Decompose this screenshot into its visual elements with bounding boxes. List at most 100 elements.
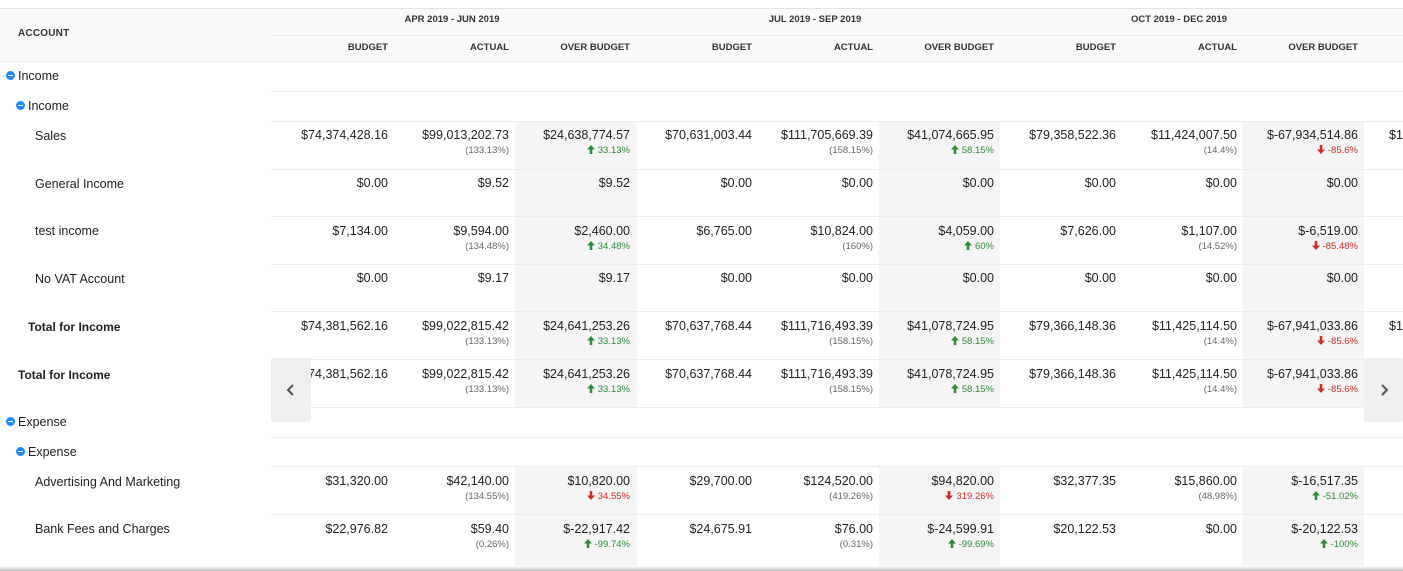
group-toggle-expense[interactable]: Expense — [6, 415, 67, 429]
variance-down: -85.48% — [1240, 241, 1358, 252]
cell-percent: (158.15%) — [829, 145, 873, 156]
grid-cell: $24,638,774.57 33.13% — [512, 128, 630, 156]
grid-cell: $11,425,114.50 (14.4%) — [1119, 319, 1237, 347]
scroll-prev-button[interactable] — [271, 358, 311, 422]
grid-cell: $1,107.00 (14.52%) — [1119, 224, 1237, 252]
cell-value: $74,374,428.16 — [301, 128, 388, 142]
cell-value: $42,140.00 — [446, 474, 509, 488]
grid-cell: $0.00 — [998, 176, 1116, 190]
scroll-next-button[interactable] — [1364, 358, 1403, 422]
subgroup-toggle-income[interactable]: Income — [16, 99, 69, 113]
cell-percent: (48.98%) — [1198, 491, 1237, 502]
collapse-minus-icon[interactable] — [6, 71, 15, 80]
account-link-test-income[interactable]: test income — [35, 224, 99, 238]
grid-cell: $-67,941,033.86 -85.6% — [1240, 367, 1358, 395]
grid-cell: $-16,517.35 -51.02% — [1240, 474, 1358, 502]
collapse-minus-icon[interactable] — [6, 417, 15, 426]
row-divider — [271, 407, 1403, 408]
cell-value: $0.00 — [962, 271, 994, 285]
account-header-label: ACCOUNT — [18, 28, 70, 39]
grid-cell: $0.00 — [876, 176, 994, 190]
cell-percent: (0.26%) — [475, 539, 509, 550]
over-budget-column-shade — [879, 122, 1000, 408]
grid-cell: $9.52 — [391, 176, 509, 190]
cell-value: $11,425,114.50 — [1151, 367, 1237, 381]
cell-value: $0.00 — [962, 176, 994, 190]
grid-cell: $-24,599.91 -99.69% — [876, 522, 994, 550]
grid-cell: $-20,122.53 -100% — [1240, 522, 1358, 550]
cell-value: $70,637,768.44 — [665, 367, 752, 381]
grid-cell: $0.00 — [1119, 522, 1237, 536]
column-header-budget: BUDGET — [711, 42, 752, 53]
variance-up: -51.02% — [1240, 491, 1358, 502]
grid-cell: $0.00 — [1240, 176, 1358, 190]
top-divider — [0, 8, 1403, 9]
grid-cell: $0.00 — [755, 271, 873, 285]
grid-cell: $79,358,522.36 — [998, 128, 1116, 142]
grid-cell: $15,860.00 (48.98%) — [1119, 474, 1237, 502]
column-header-actual: ACTUAL — [833, 42, 873, 53]
variance-down: 319.26% — [876, 491, 994, 502]
cell-value: $2,460.00 — [574, 224, 630, 238]
grid-cell: $0.00 — [270, 271, 388, 285]
grid-cell: $74,381,562.16 — [270, 319, 388, 333]
account-link-bank-fees[interactable]: Bank Fees and Charges — [35, 522, 170, 536]
variance-up: 58.15% — [876, 336, 994, 347]
cell-value: $79,366,148.36 — [1029, 319, 1116, 333]
cell-percent: (14.4%) — [1203, 384, 1237, 395]
grid-cell: $7,626.00 — [998, 224, 1116, 238]
grid-cell: $0.00 — [876, 271, 994, 285]
row-divider — [271, 169, 1403, 170]
collapse-minus-icon[interactable] — [16, 101, 25, 110]
cell-value: $0.00 — [841, 176, 873, 190]
cell-value: $59.40 — [470, 522, 509, 536]
cell-percent: (133.13%) — [465, 384, 509, 395]
variance-up: 60% — [876, 241, 994, 252]
account-link-no-vat[interactable]: No VAT Account — [35, 272, 125, 286]
grid-cell: $24,641,253.26 33.13% — [512, 319, 630, 347]
collapse-minus-icon[interactable] — [16, 447, 25, 456]
group-toggle-income[interactable]: Income — [6, 69, 59, 83]
cell-value: $9.17 — [477, 271, 509, 285]
cell-value: $124,520.00 — [803, 474, 873, 488]
grid-cell: $74,374,428.16 — [270, 128, 388, 142]
cell-value: $74,381,562.16 — [301, 367, 388, 381]
account-link-general-income[interactable]: General Income — [35, 177, 124, 191]
subgroup-label: Expense — [28, 445, 77, 459]
grid-cell: $10,824.00 (160%) — [755, 224, 873, 252]
row-divider — [271, 264, 1403, 265]
grid-cell: $24,641,253.26 33.13% — [512, 367, 630, 395]
column-header-actual: ACTUAL — [1197, 42, 1237, 53]
grid-cell: $99,022,815.42 (133.13%) — [391, 367, 509, 395]
cell-value: $0.00 — [720, 176, 752, 190]
row-divider — [271, 121, 1403, 122]
variance-down: -85.6% — [1240, 384, 1358, 395]
account-link-advertising[interactable]: Advertising And Marketing — [35, 475, 181, 489]
cell-value: $29,700.00 — [689, 474, 752, 488]
cell-value: $10,824.00 — [810, 224, 873, 238]
grid-cell: $99,022,815.42 (133.13%) — [391, 319, 509, 347]
grid-cell: $0.00 — [1240, 271, 1358, 285]
chevron-right-icon — [1381, 384, 1389, 396]
bottom-shadow — [0, 566, 1403, 571]
variance-up: 33.13% — [512, 384, 630, 395]
cell-value: $0.00 — [356, 176, 388, 190]
cell-value: $41,078,724.95 — [907, 367, 994, 381]
grid-cell: $99,013,202.73 (133.13%) — [391, 128, 509, 156]
row-divider — [271, 514, 1403, 515]
subgroup-toggle-expense[interactable]: Expense — [16, 445, 77, 459]
cell-value: $9,594.00 — [453, 224, 509, 238]
grid-cell: $0.00 — [634, 271, 752, 285]
cell-value: $9.52 — [477, 176, 509, 190]
grid-cell: $24,675.91 — [634, 522, 752, 536]
cell-value: $4,059.00 — [938, 224, 994, 238]
cell-value: $0.00 — [1084, 271, 1116, 285]
account-link-sales[interactable]: Sales — [35, 129, 67, 143]
cell-percent: (158.15%) — [829, 384, 873, 395]
cell-value: $0.00 — [1205, 271, 1237, 285]
variance-up: 58.15% — [876, 384, 994, 395]
over-budget-column-shade — [879, 467, 1000, 567]
grid-cell: $-67,941,033.86 -85.6% — [1240, 319, 1358, 347]
cell-value: $7,626.00 — [1060, 224, 1116, 238]
total-label: Total for Income — [28, 320, 121, 334]
